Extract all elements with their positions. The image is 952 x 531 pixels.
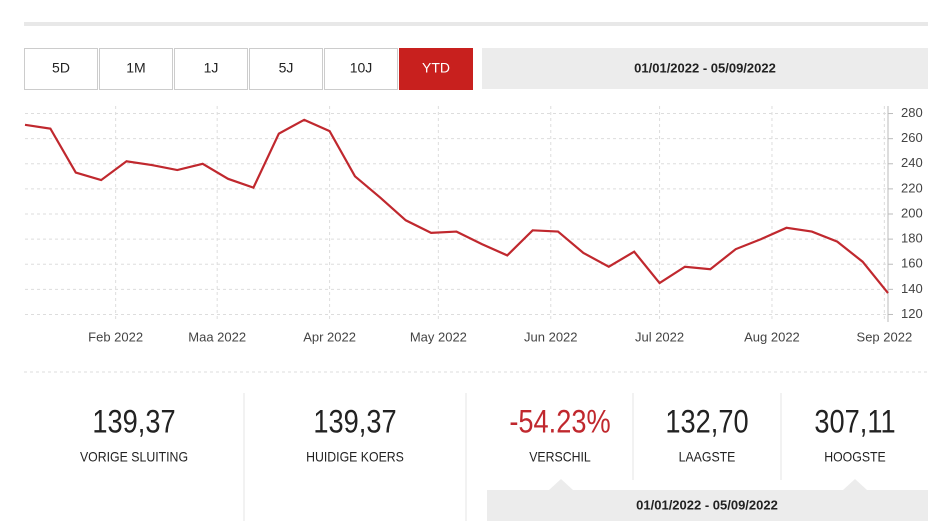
- tab-label: 1J: [204, 60, 219, 76]
- y-tick-label: 260: [901, 130, 923, 145]
- stat-value: 132,70: [665, 404, 748, 440]
- y-tick-label: 120: [901, 306, 923, 321]
- tab-label: 5D: [52, 60, 70, 76]
- x-tick-label: May 2022: [410, 329, 467, 344]
- stat-value: -54.23%: [509, 404, 610, 440]
- summary-box: [487, 479, 928, 521]
- tab-box: [24, 48, 98, 90]
- stat-value: 139,37: [313, 404, 396, 440]
- x-tick-label: Aug 2022: [744, 329, 800, 344]
- stat-label: HOOGSTE: [824, 449, 886, 465]
- y-tick-label: 200: [901, 205, 923, 220]
- stat-label: LAAGSTE: [679, 449, 736, 465]
- x-tick-label: Maa 2022: [188, 329, 246, 344]
- tab-box: [99, 48, 173, 90]
- stat-label: HUIDIGE KOERS: [306, 449, 404, 465]
- stat-value: 307,11: [814, 404, 895, 440]
- date-range-box: [482, 48, 928, 89]
- x-tick-label: Sep 2022: [857, 329, 913, 344]
- stat-value: 139,37: [92, 404, 175, 440]
- stat-label: VERSCHIL: [529, 449, 591, 465]
- tab-label: 10J: [350, 60, 373, 76]
- y-tick-label: 180: [901, 231, 923, 246]
- tab-label: 1M: [126, 60, 145, 76]
- y-tick-label: 280: [901, 105, 923, 120]
- tab-box: [249, 48, 323, 90]
- x-tick-label: Jun 2022: [524, 329, 578, 344]
- tab[interactable]: 1M: [99, 48, 173, 90]
- tab-box: [324, 48, 398, 90]
- x-tick-label: Apr 2022: [303, 329, 356, 344]
- x-tick-label: Jul 2022: [635, 329, 684, 344]
- summary-range: 01/01/2022 - 05/09/2022: [636, 497, 778, 512]
- tab[interactable]: YTD: [399, 48, 473, 90]
- price-line: [24, 118, 889, 294]
- tab[interactable]: 5D: [24, 48, 98, 90]
- tab-label: 5J: [279, 60, 294, 76]
- stat-label: VORIGE SLUITING: [80, 449, 188, 465]
- tab[interactable]: 10J: [324, 48, 398, 90]
- tab[interactable]: 1J: [174, 48, 248, 90]
- tab[interactable]: 5J: [249, 48, 323, 90]
- tab-label: YTD: [422, 60, 450, 76]
- y-tick-label: 220: [901, 180, 923, 195]
- tab-box: [399, 48, 473, 90]
- y-tick-label: 140: [901, 281, 923, 296]
- tab-box: [174, 48, 248, 90]
- date-range: 01/01/2022 - 05/09/2022: [634, 60, 776, 75]
- y-tick-label: 240: [901, 155, 923, 170]
- x-tick-label: Feb 2022: [88, 329, 143, 344]
- y-tick-label: 160: [901, 256, 923, 271]
